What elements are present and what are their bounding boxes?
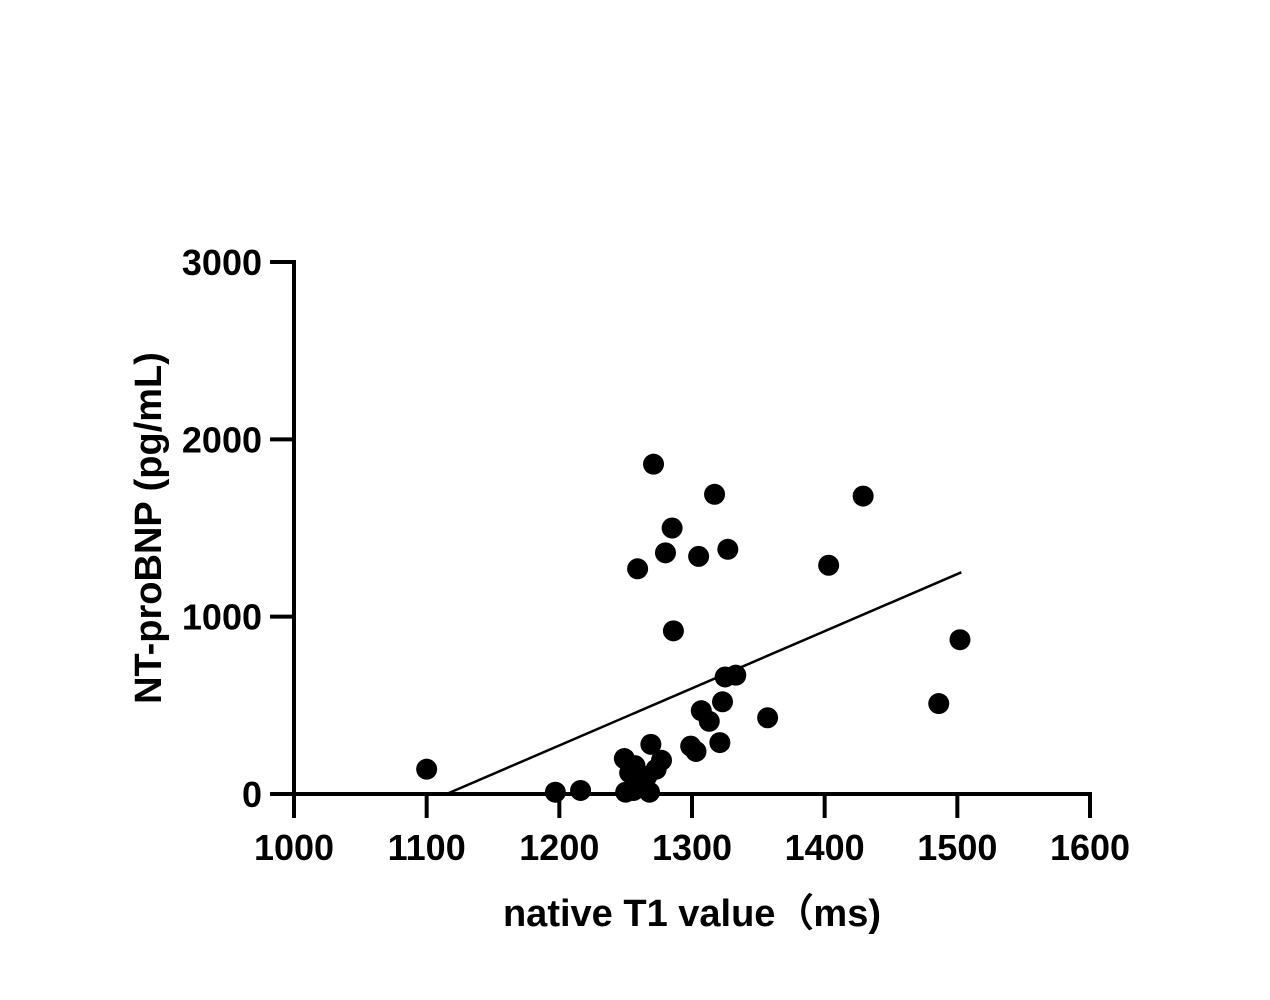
x-tick-label: 1000 xyxy=(254,827,334,868)
data-point xyxy=(818,554,840,576)
x-tick-label: 1100 xyxy=(388,827,466,868)
data-point xyxy=(688,545,710,567)
x-tick-label: 1400 xyxy=(785,827,865,868)
data-point xyxy=(416,758,438,780)
x-tick-label: 1300 xyxy=(652,827,732,868)
data-point xyxy=(661,517,683,539)
data-point xyxy=(544,781,566,803)
data-point xyxy=(650,749,672,771)
x-axis-title: native T1 value（ms) xyxy=(503,893,881,935)
data-points xyxy=(416,453,971,803)
data-point xyxy=(709,732,731,754)
data-point xyxy=(712,691,734,713)
data-point xyxy=(639,781,661,803)
x-tick-label: 1500 xyxy=(917,827,997,868)
data-point xyxy=(949,629,971,651)
data-point xyxy=(570,779,592,801)
data-point xyxy=(654,542,676,564)
data-point xyxy=(662,620,684,642)
data-point xyxy=(640,733,662,755)
y-tick-label: 0 xyxy=(242,774,262,815)
y-tick-label: 2000 xyxy=(182,419,262,460)
y-tick-label: 1000 xyxy=(182,597,262,638)
data-point xyxy=(627,558,649,580)
y-tick-label: 3000 xyxy=(182,242,262,283)
ticks: 1000 1100 1200 1300 1400 1500 1600 0 1000 2000 300… xyxy=(182,242,1130,868)
data-point xyxy=(717,538,739,560)
x-tick-label: 1200 xyxy=(519,827,599,868)
regression-line xyxy=(446,571,962,796)
data-point xyxy=(757,707,779,729)
data-point xyxy=(685,740,707,762)
data-point xyxy=(725,664,747,686)
data-point xyxy=(643,453,665,475)
axes xyxy=(292,260,1092,796)
x-tick-label: 1600 xyxy=(1050,827,1130,868)
data-point xyxy=(698,710,720,732)
y-axis-title: NT-proBNP (pg/mL) xyxy=(128,352,170,704)
data-point xyxy=(928,693,950,715)
data-point xyxy=(852,485,874,507)
data-point xyxy=(704,483,726,505)
regression-layer xyxy=(446,571,962,796)
